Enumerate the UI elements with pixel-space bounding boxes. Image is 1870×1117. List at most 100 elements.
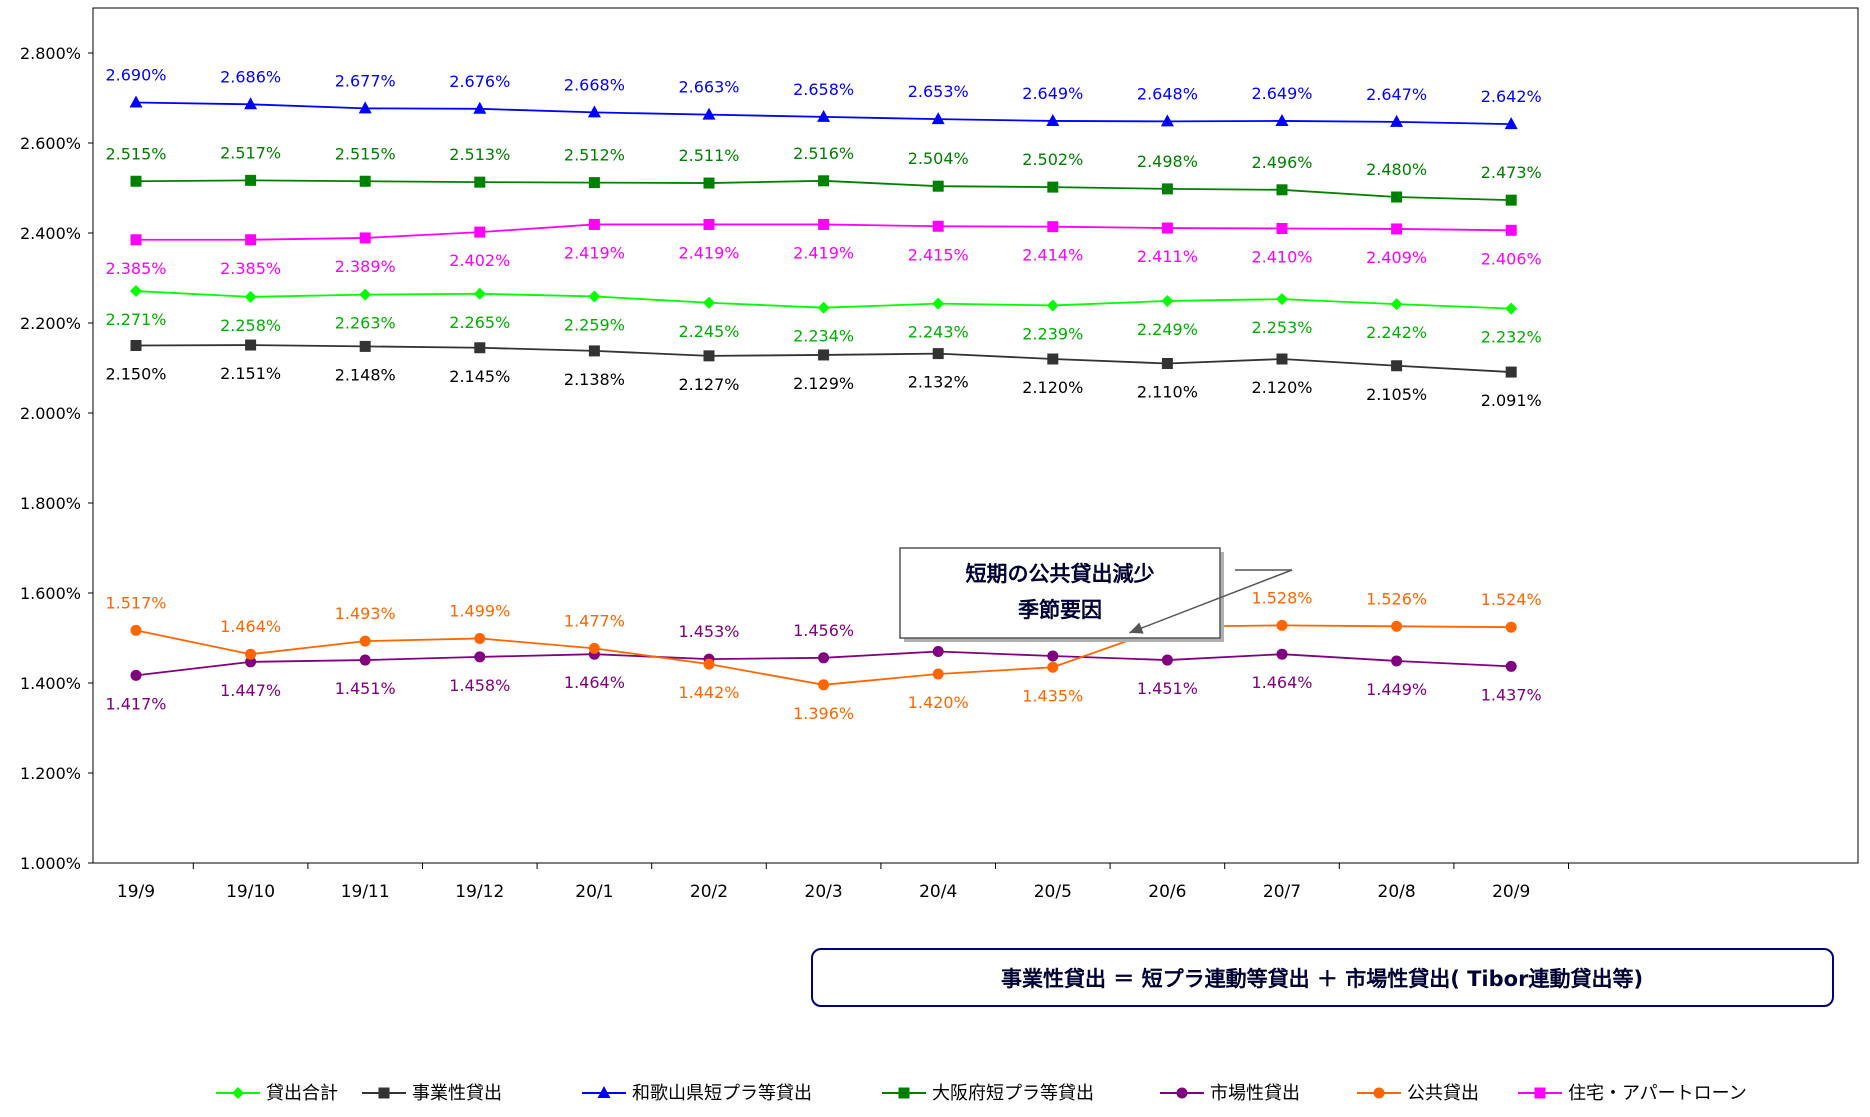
arrow-head-icon	[1129, 622, 1144, 634]
data-point	[1161, 654, 1173, 666]
y-tick-label: 2.800%	[20, 44, 81, 63]
legend-marker-icon	[232, 1087, 244, 1099]
data-point	[932, 646, 944, 657]
data-label: 1.464%	[564, 673, 625, 692]
data-label: 2.690%	[105, 66, 166, 85]
data-point	[588, 345, 600, 357]
legend: 貸出合計 事業性貸出 和歌山県短プラ等貸出 大阪府短プラ等貸出 市場性貸出 公共貸出 住宅・…	[216, 1083, 1747, 1104]
data-label: 2.239%	[1022, 324, 1083, 343]
data-point	[1047, 353, 1059, 365]
data-point	[1505, 302, 1518, 315]
data-point	[1391, 223, 1403, 235]
data-label: 2.516%	[793, 144, 854, 163]
x-tick-label: 20/1	[575, 882, 613, 902]
data-point	[818, 679, 830, 691]
legend-marker-icon	[597, 1086, 611, 1098]
legend-marker-icon	[1534, 1087, 1546, 1099]
annotation-formula: 事業性貸出 ＝ 短プラ連動等貸出 ＋ 市場性貸出( Tibor連動貸出等)	[811, 948, 1834, 1007]
data-label: 2.677%	[335, 71, 396, 90]
data-point	[1047, 221, 1059, 233]
data-label: 2.402%	[449, 251, 510, 270]
data-label: 2.642%	[1481, 87, 1542, 106]
data-label: 1.451%	[335, 679, 396, 698]
data-label: 1.464%	[1251, 673, 1312, 692]
data-point	[474, 651, 486, 663]
y-tick-label: 2.600%	[20, 134, 81, 153]
data-label: 2.259%	[564, 315, 625, 334]
data-point	[245, 648, 257, 660]
data-label: 2.385%	[220, 259, 281, 278]
x-tick-label: 19/12	[455, 882, 504, 902]
data-label: 2.415%	[908, 245, 969, 264]
data-point	[1161, 294, 1174, 307]
legend-item: 公共貸出	[1357, 1083, 1479, 1104]
data-label: 2.653%	[908, 82, 969, 101]
data-label: 2.411%	[1137, 247, 1198, 266]
y-tick-label: 1.000%	[20, 854, 81, 873]
data-label: 2.647%	[1366, 85, 1427, 104]
data-label: 2.496%	[1251, 153, 1312, 172]
x-tick-label: 20/4	[919, 882, 957, 902]
series-6: 2.385% 2.385% 2.389% 2.402% 2.419% 2.419% 2.41…	[105, 218, 1542, 278]
data-point	[130, 234, 142, 246]
series-3: 2.515% 2.517% 2.515% 2.513% 2.512% 2.511% 2.51…	[105, 143, 1542, 206]
data-point	[1391, 191, 1403, 203]
data-label: 2.232%	[1481, 328, 1542, 347]
x-tick-label: 20/7	[1263, 882, 1301, 902]
data-label: 2.389%	[335, 257, 396, 276]
series-0: 2.271% 2.258% 2.263% 2.265% 2.259% 2.245% 2.23…	[105, 285, 1542, 347]
data-point	[817, 301, 830, 314]
data-label: 2.409%	[1366, 248, 1427, 267]
legend-label: 事業性貸出	[412, 1083, 502, 1104]
legend-label: 和歌山県短プラ等貸出	[632, 1083, 812, 1104]
data-label: 2.091%	[1481, 391, 1542, 410]
data-point	[244, 290, 257, 303]
data-point	[473, 101, 487, 114]
legend-item: 大阪府短プラ等貸出	[882, 1083, 1094, 1104]
data-label: 1.437%	[1481, 685, 1542, 704]
data-point	[702, 107, 716, 120]
data-label: 2.502%	[1022, 150, 1083, 169]
data-point	[245, 656, 257, 668]
legend-label: 大阪府短プラ等貸出	[932, 1083, 1094, 1104]
data-point	[1276, 648, 1288, 660]
data-point	[1047, 181, 1059, 193]
data-point	[130, 340, 142, 351]
formula-box	[811, 948, 1834, 1007]
data-point	[931, 112, 945, 125]
legend-label: 貸出合計	[266, 1083, 338, 1104]
data-point	[130, 285, 142, 298]
data-label: 1.499%	[449, 601, 510, 620]
data-label: 1.493%	[335, 604, 396, 623]
data-label: 2.686%	[220, 67, 281, 86]
data-point	[245, 234, 257, 246]
data-label: 2.249%	[1137, 320, 1198, 339]
data-label: 2.145%	[449, 367, 510, 386]
legend-item: 和歌山県短プラ等貸出	[582, 1083, 812, 1104]
data-point	[1161, 222, 1173, 234]
data-point	[703, 658, 715, 670]
data-point	[1047, 661, 1059, 673]
data-point	[588, 177, 600, 189]
legend-label: 住宅・アパートローン	[1568, 1083, 1747, 1104]
data-point	[130, 624, 142, 636]
data-label: 1.442%	[678, 683, 739, 702]
data-point	[1391, 655, 1403, 667]
data-label: 2.120%	[1251, 378, 1312, 397]
data-label: 2.150%	[105, 365, 166, 384]
data-point	[588, 218, 600, 230]
data-label: 2.120%	[1022, 378, 1083, 397]
data-point	[359, 654, 371, 666]
data-point	[1391, 620, 1403, 632]
data-point	[817, 109, 831, 122]
x-tick-label: 19/10	[226, 882, 275, 902]
data-label: 2.245%	[678, 322, 739, 341]
data-label: 2.258%	[220, 316, 281, 335]
formula-text: 事業性貸出 ＝ 短プラ連動等貸出 ＋ 市場性貸出( Tibor連動貸出等)	[1001, 967, 1643, 991]
data-label: 2.676%	[449, 72, 510, 91]
data-point	[1276, 223, 1288, 234]
data-point	[932, 668, 944, 680]
y-tick-label: 1.600%	[20, 584, 81, 603]
data-point	[359, 232, 371, 244]
